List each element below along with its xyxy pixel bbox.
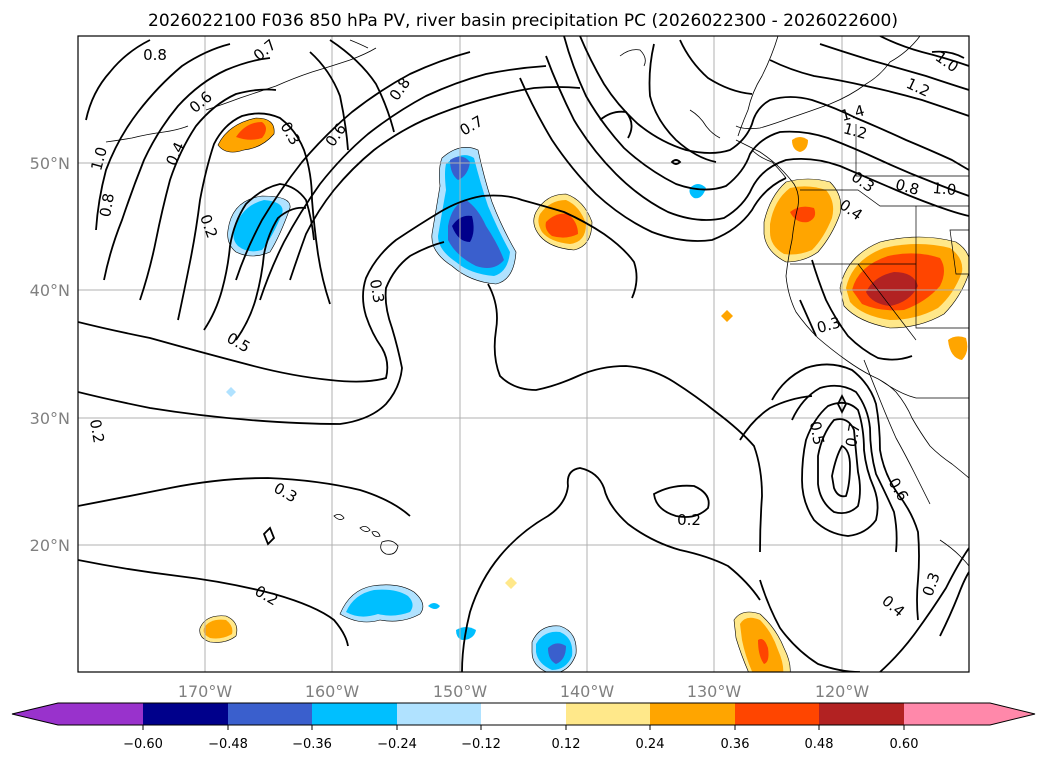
contour-label: 1.4: [839, 101, 867, 125]
map-frame: [77, 35, 970, 673]
gridlines: [78, 36, 969, 672]
colorbar-tick-label: −0.60: [123, 737, 163, 752]
contour-label: 1.0: [87, 145, 111, 173]
precip-anomaly-hawaii: [339, 584, 476, 640]
colorbar-segment: [228, 703, 312, 725]
lon-tick-label: 160°W: [305, 682, 360, 701]
colorbar-segment: [312, 703, 397, 725]
colorbar-segment: [819, 703, 904, 725]
colorbar-segment: [566, 703, 650, 725]
precip-anomaly-gulf-of-alaska-west: [217, 117, 275, 153]
colorbar-extend-low: [12, 703, 58, 725]
lon-tick-label: 130°W: [687, 682, 742, 701]
contour-label: 0.8: [96, 192, 118, 219]
colorbar-tick-label: 0.36: [721, 737, 750, 752]
lon-tick-label: 140°W: [560, 682, 615, 701]
colorbar-tick-label: −0.12: [461, 737, 501, 752]
lon-tick-label: 150°W: [433, 682, 488, 701]
precip-anomaly-tropical-168w-13n: [199, 615, 238, 643]
lat-tick-labels: 20°N 30°N 40°N 50°N: [30, 154, 70, 555]
colorbar-tick-label: −0.48: [208, 737, 248, 752]
colorbar-extend-high: [990, 703, 1035, 725]
lat-tick-label: 50°N: [30, 154, 70, 173]
precip-anomaly-small-cells: [226, 184, 733, 589]
colorbar-segment: [58, 703, 143, 725]
lat-tick-label: 40°N: [30, 281, 70, 300]
contour-label: 0.8: [893, 175, 921, 199]
precip-anomaly-fills: [199, 117, 969, 672]
pv-contours: [78, 36, 969, 672]
map-panel: 0.8 0.7 0.6 0.3 0.8 0.6 1.0 0.4 0.8 0.2 …: [78, 36, 969, 672]
colorbar-segment: [735, 703, 819, 725]
hawaii-islands: [333, 514, 399, 555]
colorbar-ticks: [142, 725, 905, 730]
contour-label: 0.8: [143, 46, 167, 64]
contour-label: 0.7: [842, 422, 864, 449]
colorbar-tick-label: −0.36: [292, 737, 332, 752]
lon-tick-label: 170°W: [178, 682, 233, 701]
colorbar-segment: [650, 703, 735, 725]
lat-tick-label: 30°N: [30, 409, 70, 428]
contour-label: 1.0: [932, 179, 957, 199]
colorbar-tick-label: 0.48: [805, 737, 834, 752]
colorbar-segment: [397, 703, 481, 725]
colorbar-tick-label: 0.60: [890, 737, 919, 752]
contour-label: 0.5: [806, 420, 828, 447]
colorbar-tick-label: 0.12: [552, 737, 581, 752]
contour-label: 0.3: [366, 278, 388, 305]
colorbar-tick-label: −0.24: [377, 737, 417, 752]
precip-anomaly-tropical-142w-13n: [531, 625, 577, 672]
colorbar-outline: [11, 702, 1036, 726]
contour-label: 0.2: [677, 511, 701, 529]
colorbar-segment: [481, 703, 566, 725]
lon-tick-labels: 170°W 160°W 150°W 140°W 130°W 120°W: [178, 682, 870, 701]
precip-anomaly-pacific-northwest: [763, 137, 842, 263]
contour-label: 0.2: [86, 418, 108, 445]
colorbar-tick-label: 0.24: [636, 737, 665, 752]
contour-label: 0.3: [815, 313, 843, 337]
colorbar-segment: [904, 703, 990, 725]
precip-anomaly-california-nevada: [839, 236, 969, 360]
chart-title: 2026022100 F036 850 hPa PV, river basin …: [148, 11, 898, 31]
colorbar-segment: [143, 703, 228, 725]
lon-tick-label: 120°W: [815, 682, 870, 701]
coastlines: [105, 36, 969, 567]
contour-label: 1.2: [841, 119, 869, 143]
lat-tick-label: 20°N: [30, 536, 70, 555]
precip-anomaly-tropical-126w-13n: [733, 611, 791, 672]
precip-anomaly-pacific-150w-45n: [431, 147, 517, 285]
colorbar: −0.60 −0.48 −0.36 −0.24 −0.12 0.12 0.24 …: [11, 702, 1036, 752]
